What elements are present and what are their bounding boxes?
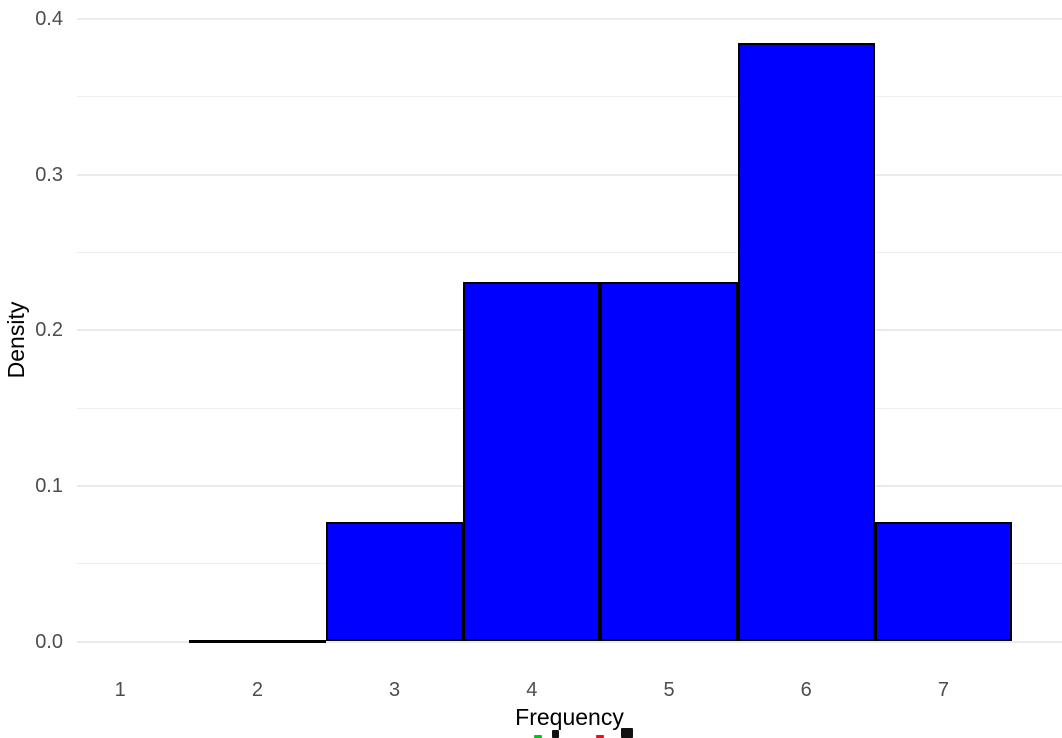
y-tick-label: 0.0 [35, 630, 63, 653]
major-gridline [77, 17, 1062, 20]
histogram-bar [326, 521, 464, 642]
y-tick-label: 0.3 [35, 163, 63, 186]
x-tick-label: 5 [663, 679, 675, 701]
major-gridline [77, 640, 1062, 643]
histogram-bar [737, 42, 875, 642]
x-tick-label: 4 [526, 679, 538, 701]
histogram-bar [463, 282, 601, 642]
clipped-caption-green-fragment [534, 735, 542, 738]
clipped-caption-red-fragment [596, 735, 604, 738]
histogram-bar [600, 282, 738, 642]
x-tick-label: 7 [937, 679, 949, 701]
clipped-caption-black-fragment-1 [552, 730, 559, 738]
histogram-bar [874, 521, 1012, 642]
x-tick-label: 1 [114, 679, 126, 701]
clipped-caption-black-fragment-2 [621, 728, 633, 738]
x-tick-label: 2 [251, 679, 263, 701]
y-tick-label: 0.4 [35, 7, 63, 30]
major-gridline [77, 173, 1062, 176]
x-tick-label: 3 [389, 679, 401, 701]
y-tick-label: 0.2 [35, 319, 63, 342]
y-tick-label: 0.1 [35, 474, 63, 497]
x-axis-title: Frequency [515, 704, 624, 730]
minor-gridline [77, 251, 1062, 253]
minor-gridline [77, 96, 1062, 98]
x-tick-label: 6 [800, 679, 812, 701]
histogram-zero-bar [188, 640, 326, 643]
